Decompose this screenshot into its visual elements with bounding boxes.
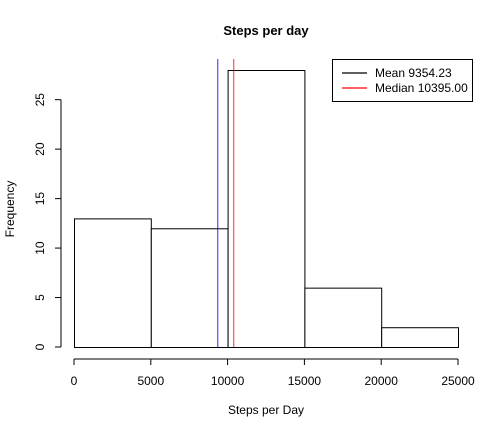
histogram-bar: [74, 218, 152, 348]
y-tick-label: 5: [33, 294, 47, 301]
x-axis-title: Steps per Day: [228, 403, 304, 417]
y-axis: 0 5 10 15 20 25: [33, 93, 62, 350]
y-tick-label: 0: [33, 343, 47, 350]
legend-box: [332, 59, 473, 102]
x-tick-label: 0: [71, 374, 78, 388]
legend-mean-label: Mean 9354.23: [375, 66, 452, 80]
histogram-bar: [150, 228, 229, 349]
y-tick-label: 20: [33, 142, 47, 156]
y-tick-label: 10: [33, 241, 47, 255]
bars-layer: [74, 70, 460, 349]
y-tick-label: 15: [33, 192, 47, 206]
y-tick-label: 25: [33, 93, 47, 107]
x-tick-label: 15000: [288, 374, 322, 388]
histogram-bar: [381, 327, 460, 349]
reference-lines-layer: [216, 59, 235, 347]
legend-median-label: Median 10395.00: [375, 81, 468, 95]
x-tick-label: 25000: [441, 374, 475, 388]
histogram-bar: [227, 70, 306, 348]
x-axis: 0 5000 10000 15000 20000 25000: [71, 358, 475, 388]
x-tick-label: 10000: [211, 374, 245, 388]
y-axis-title: Frequency: [3, 181, 17, 238]
x-tick-label: 20000: [365, 374, 399, 388]
chart-title: Steps per day: [223, 23, 309, 38]
histogram-bar: [304, 287, 383, 348]
x-tick-label: 5000: [137, 374, 164, 388]
